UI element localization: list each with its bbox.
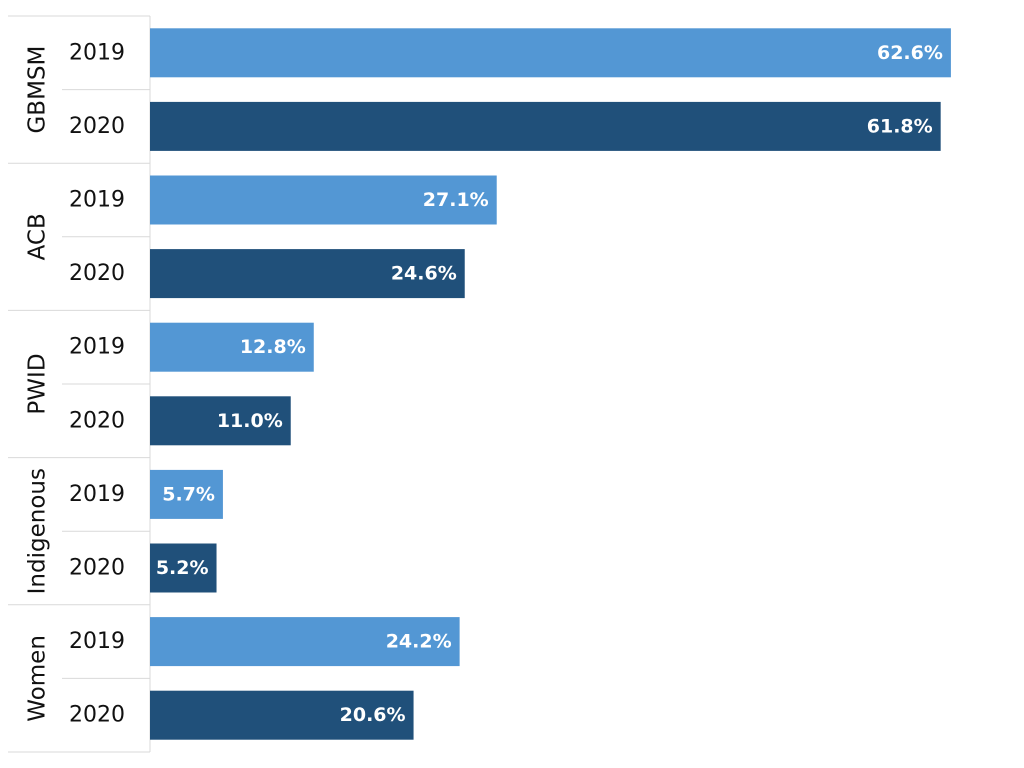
value-label: 5.7% — [162, 483, 215, 505]
value-label: 24.6% — [391, 263, 457, 285]
value-labels: 62.6% 61.8% 27.1% 24.6% 12.8% 11.0% 5.7% 5.2% 24… — [156, 42, 943, 726]
year-label: 2020 — [69, 556, 125, 581]
bar-women-2019 — [150, 617, 460, 667]
bar-indigenous-2019 — [150, 469, 223, 519]
value-label: 5.2% — [156, 557, 209, 579]
bar-pwid-2020 — [150, 396, 291, 446]
year-label: 2019 — [69, 629, 125, 654]
group-label-gbmsm: GBMSM — [25, 46, 51, 134]
bar-indigenous-2020 — [150, 543, 217, 593]
year-label: 2019 — [69, 482, 125, 507]
year-label: 2020 — [69, 261, 125, 286]
value-label: 11.0% — [217, 410, 283, 432]
value-label: 20.6% — [340, 704, 406, 726]
year-labels: 2019 2020 2019 2020 2019 2020 2019 2020 2019 2020 — [69, 40, 125, 727]
value-label: 27.1% — [423, 189, 489, 211]
bar-acb-2019 — [150, 175, 497, 225]
group-label-women: Women — [25, 635, 51, 722]
year-label: 2019 — [69, 335, 125, 360]
bar-women-2020 — [150, 690, 414, 740]
year-label: 2019 — [69, 188, 125, 213]
value-label: 12.8% — [240, 336, 306, 358]
year-label: 2019 — [69, 40, 125, 65]
year-label: 2020 — [69, 114, 125, 139]
value-label: 24.2% — [386, 631, 452, 653]
bar-acb-2020 — [150, 249, 465, 299]
bar-gbmsm-2020 — [150, 101, 941, 151]
year-label: 2020 — [69, 408, 125, 433]
group-labels: GBMSM ACB PWID Indigenous Women — [25, 46, 51, 722]
year-label: 2020 — [69, 703, 125, 728]
group-label-indigenous: Indigenous — [25, 468, 51, 594]
value-label: 61.8% — [867, 115, 933, 137]
group-label-pwid: PWID — [25, 353, 51, 414]
bars — [150, 28, 951, 740]
group-label-acb: ACB — [25, 213, 51, 260]
bar-pwid-2019 — [150, 322, 314, 372]
value-label: 62.6% — [877, 42, 943, 64]
bar-gbmsm-2019 — [150, 28, 951, 78]
